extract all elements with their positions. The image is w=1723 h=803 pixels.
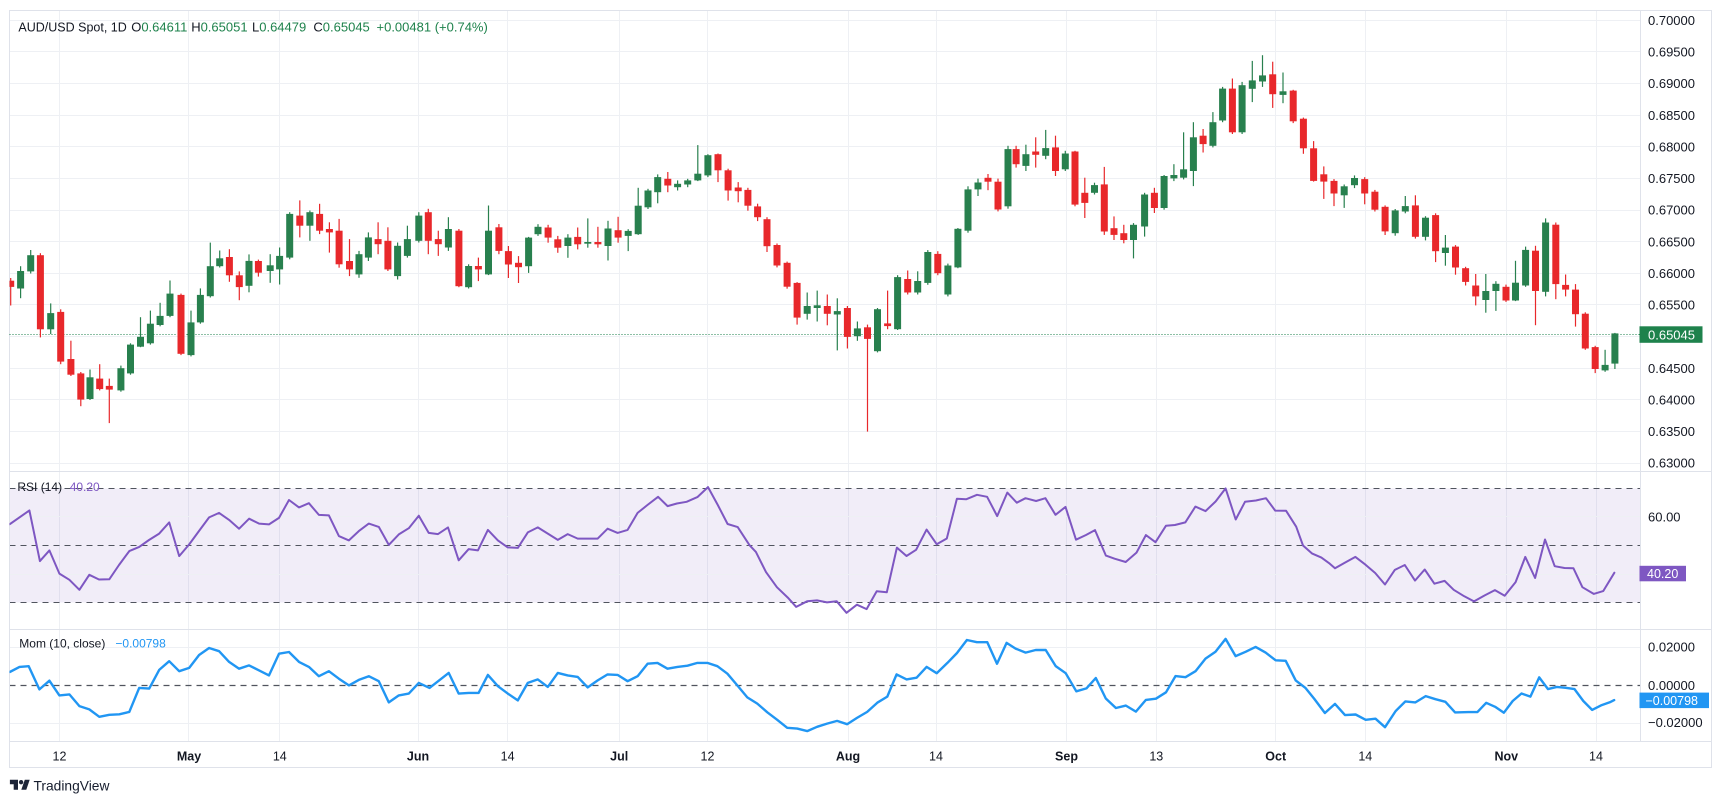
svg-text:0.64500: 0.64500 [1648,361,1695,376]
svg-text:L0.64479: L0.64479 [252,20,306,35]
svg-text:13: 13 [1149,749,1163,763]
svg-text:O0.64611: O0.64611 [131,20,187,35]
svg-text:Aug: Aug [836,749,860,763]
svg-text:0.00000: 0.00000 [1648,678,1695,693]
svg-text:0.65500: 0.65500 [1648,298,1695,313]
svg-text:0.66000: 0.66000 [1648,266,1695,281]
svg-text:0.67000: 0.67000 [1648,203,1695,218]
svg-text:Sep: Sep [1055,749,1078,763]
svg-text:0.64000: 0.64000 [1648,392,1695,407]
svg-text:Jul: Jul [610,749,628,763]
svg-text:C0.65045: C0.65045 [313,20,369,35]
svg-text:14: 14 [929,749,943,763]
svg-text:40.20: 40.20 [70,480,100,494]
svg-text:−0.02000: −0.02000 [1648,715,1703,730]
svg-text:14: 14 [501,749,515,763]
svg-text:40.20: 40.20 [1647,567,1678,581]
svg-text:Oct: Oct [1265,749,1287,763]
svg-text:H0.65051: H0.65051 [191,20,247,35]
svg-text:−0.00798: −0.00798 [115,636,166,650]
svg-text:0.02000: 0.02000 [1648,639,1695,654]
svg-text:0.68500: 0.68500 [1648,108,1695,123]
svg-text:RSI (14): RSI (14) [17,480,62,494]
svg-text:0.63500: 0.63500 [1648,424,1695,439]
svg-text:0.65045: 0.65045 [1648,327,1695,342]
svg-text:0.63000: 0.63000 [1648,456,1695,471]
svg-text:14: 14 [273,749,287,763]
svg-text:12: 12 [53,749,67,763]
svg-text:14: 14 [1358,749,1372,763]
svg-text:AUD/USD Spot, 1D: AUD/USD Spot, 1D [18,21,126,35]
svg-text:0.70000: 0.70000 [1648,13,1695,28]
svg-text:+0.00481 (+0.74%): +0.00481 (+0.74%) [377,20,488,35]
svg-text:0.66500: 0.66500 [1648,234,1695,249]
svg-text:Mom (10, close): Mom (10, close) [19,636,105,650]
svg-text:0.67500: 0.67500 [1648,171,1695,186]
svg-text:0.69500: 0.69500 [1648,45,1695,60]
svg-text:TradingView: TradingView [34,778,110,793]
svg-text:0.68000: 0.68000 [1648,139,1695,154]
svg-text:−0.00798: −0.00798 [1646,694,1699,708]
svg-text:May: May [177,749,201,763]
svg-text:Jun: Jun [407,749,429,763]
svg-text:14: 14 [1589,749,1603,763]
svg-text:0.69000: 0.69000 [1648,76,1695,91]
svg-text:Nov: Nov [1494,749,1518,763]
svg-text:12: 12 [701,749,715,763]
svg-text:60.00: 60.00 [1648,509,1681,524]
